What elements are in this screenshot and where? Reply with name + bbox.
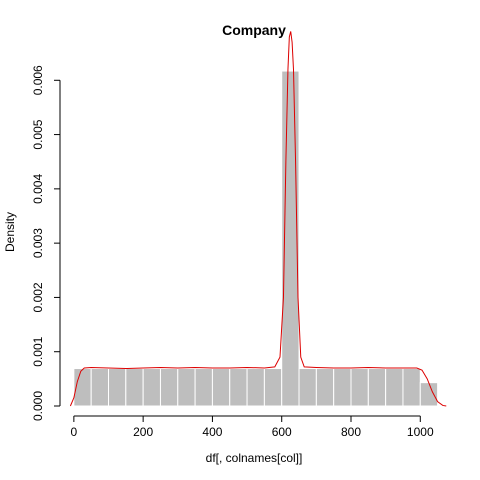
- histogram-bar-9: [229, 368, 248, 407]
- x-tick-label-5: 1000: [407, 425, 434, 439]
- density-curve: [69, 31, 447, 407]
- x-tick-label-1: 200: [133, 425, 153, 439]
- histogram-bar-13: [298, 368, 317, 407]
- histogram-bar-7: [194, 368, 213, 407]
- x-axis-label: df[, colnames[col]]: [206, 451, 303, 465]
- histogram-bar-18: [385, 368, 404, 407]
- y-axis-label: Density: [3, 212, 17, 252]
- bars-layer: [73, 70, 439, 407]
- y-tick-label-3: 0.003: [31, 228, 45, 258]
- density-curve-layer: [69, 31, 447, 407]
- histogram-bar-5: [159, 368, 179, 407]
- y-axis: 0.000 0.001 0.002 0.003 0.004 0.005 0.006: [31, 65, 61, 421]
- histogram-bar-20: [419, 382, 439, 407]
- histogram-bar-4: [142, 368, 161, 407]
- y-tick-label-6: 0.006: [31, 65, 45, 95]
- y-tick-label-4: 0.004: [31, 174, 45, 204]
- histogram-bar-1: [90, 368, 110, 407]
- histogram-bar-10: [246, 368, 265, 407]
- x-axis: 0 200 400 600 800 1000: [71, 415, 434, 439]
- histogram-bar-3: [125, 368, 144, 407]
- x-tick-label-0: 0: [71, 425, 78, 439]
- histogram-bar-19: [402, 368, 421, 407]
- y-tick-label-2: 0.002: [31, 282, 45, 312]
- histogram-bar-11: [263, 368, 283, 407]
- histogram-bar-15: [333, 368, 352, 407]
- x-tick-label-3: 600: [272, 425, 292, 439]
- y-tick-label-1: 0.001: [31, 336, 45, 366]
- y-tick-label-5: 0.005: [31, 119, 45, 149]
- histogram-bar-14: [315, 368, 335, 407]
- y-tick-label-0: 0.000: [31, 391, 45, 421]
- x-tick-label-4: 800: [341, 425, 361, 439]
- histogram-bar-16: [350, 368, 369, 407]
- x-tick-label-2: 400: [202, 425, 222, 439]
- histogram-bar-17: [367, 368, 387, 407]
- histogram-bar-6: [177, 368, 196, 407]
- chart-title: Company: [222, 22, 286, 38]
- histogram-bar-2: [108, 368, 127, 407]
- histogram-bar-8: [211, 368, 231, 407]
